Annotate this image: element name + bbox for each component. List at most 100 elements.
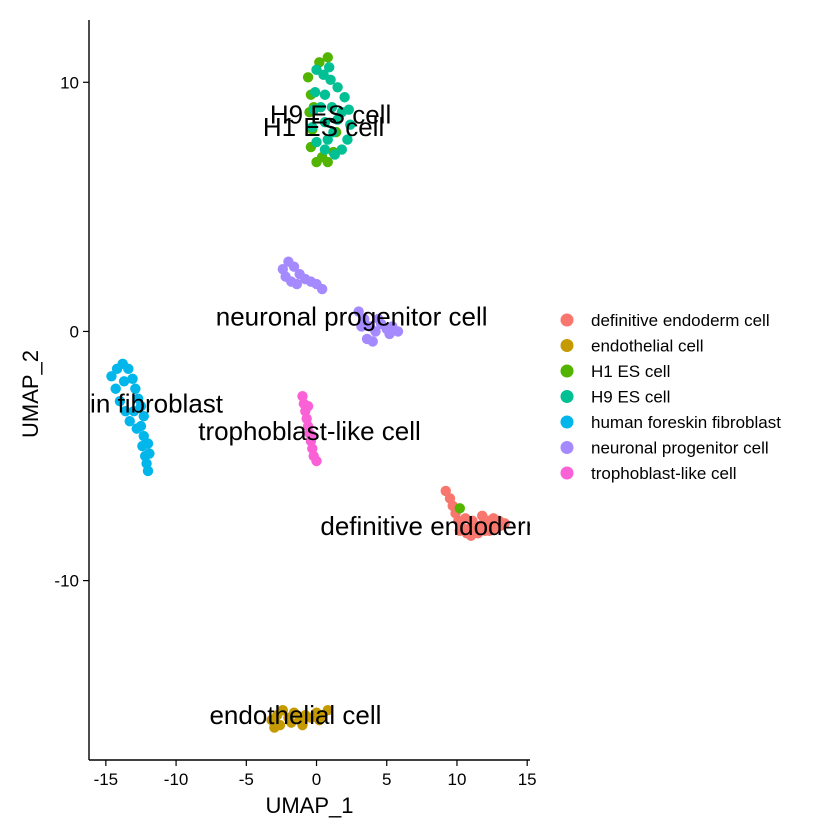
point-human-foreskin-fibroblast-18 (124, 415, 135, 427)
cluster-label-trophoblast-like-cell: trophoblast-like cell (198, 416, 421, 446)
point-neuronal-progenitor-cell-2 (288, 261, 300, 272)
x-tick-label-6: 15 (518, 770, 537, 789)
point-endothelial-cell-13 (297, 719, 308, 731)
point-h1-es-cell-0 (302, 72, 314, 83)
point-neuronal-progenitor-cell-7 (316, 283, 328, 295)
point-h9-es-cell-10 (319, 144, 331, 155)
cluster-label-human-foreskin-fibroblast: human foreskin fibroblast (0, 389, 224, 419)
point-human-foreskin-fibroblast-22 (128, 405, 140, 417)
point-h9-es-cell-16 (326, 102, 338, 113)
point-neuronal-progenitor-cell-11 (353, 306, 364, 317)
cluster-label-endothelial-cell: endothelial cell (209, 700, 381, 730)
point-endothelial-cell-4 (288, 707, 300, 718)
legend-label-neuronal-progenitor-cell: neuronal progenitor cell (591, 439, 769, 458)
point-human-foreskin-fibroblast-15 (110, 383, 121, 394)
point-human-foreskin-fibroblast-8 (138, 410, 149, 422)
point-endothelial-cell-10 (322, 704, 333, 716)
y-tick-label-2: -10 (54, 572, 79, 591)
y-tick-label-0: 10 (60, 73, 79, 92)
point-human-foreskin-fibroblast-16 (114, 396, 126, 407)
point-h9-es-cell-23 (322, 134, 333, 145)
x-tick-label-0: -15 (94, 770, 119, 789)
y-axis-ticks: 10 0 -10 (54, 73, 89, 591)
point-definitive-endoderm-cell-25 (484, 525, 495, 536)
legend-key-human-foreskin-fibroblast (560, 415, 574, 429)
cluster-label-definitive-endoderm-cell: definitive endoderm cell (320, 511, 593, 541)
legend-key-trophoblast-like-cell (560, 466, 574, 480)
point-h9-es-cell-14 (309, 87, 321, 98)
point-h1-es-cell-10 (322, 52, 333, 63)
legend-label-trophoblast-like-cell: trophoblast-like cell (591, 464, 737, 483)
point-h9-es-cell-4 (339, 92, 350, 103)
point-h9-es-cell-12 (307, 121, 318, 133)
legend-key-neuronal-progenitor-cell (560, 441, 574, 454)
legend: definitive endoderm cell endothelial cell… (560, 311, 781, 483)
point-h9-es-cell-9 (329, 149, 340, 160)
point-h9-es-cell-19 (319, 116, 331, 128)
legend-label-h1-es-cell: H1 ES cell (591, 362, 670, 381)
legend-key-definitive-endoderm-cell (560, 313, 574, 327)
cluster-labels-layer: definitive endoderm cell endothelial cell… (0, 100, 593, 730)
point-h9-es-cell-2 (325, 74, 336, 85)
y-tick-label-1: 0 (70, 322, 79, 341)
point-definitive-endoderm-cell-21 (493, 515, 505, 527)
cluster-label-neuronal-progenitor-cell: neuronal progenitor cell (216, 301, 488, 331)
legend-label-human-foreskin-fibroblast: human foreskin fibroblast (591, 413, 781, 432)
point-trophoblast-like-cell-10 (302, 400, 314, 412)
point-definitive-endoderm-cell-22 (454, 525, 465, 536)
point-human-foreskin-fibroblast-4 (127, 373, 138, 384)
points-layer (106, 52, 510, 733)
point-h1-es-cell-7 (322, 156, 333, 168)
point-h9-es-cell-15 (319, 89, 331, 100)
point-neuronal-progenitor-cell-14 (370, 326, 381, 337)
point-definitive-endoderm-cell-23 (464, 523, 475, 534)
legend-key-endothelial-cell (560, 339, 574, 352)
point-definitive-endoderm-cell-24 (477, 510, 488, 522)
point-human-foreskin-fibroblast-3 (123, 363, 134, 375)
point-h9-es-cell-3 (332, 82, 343, 93)
point-neuronal-progenitor-cell-23 (356, 321, 367, 332)
point-trophoblast-like-cell-11 (307, 430, 318, 442)
legend-label-endothelial-cell: endothelial cell (591, 337, 703, 356)
x-axis-title: UMAP_1 (265, 793, 353, 818)
point-endothelial-cell-12 (286, 717, 297, 728)
legend-key-h9-es-cell (560, 390, 574, 403)
point-human-foreskin-fibroblast-5 (130, 383, 141, 394)
cluster-label-h1-es-cell: H1 ES cell (263, 112, 384, 142)
legend-label-definitive-endoderm-cell: definitive endoderm cell (591, 311, 770, 330)
point-neuronal-progenitor-cell-10 (291, 278, 303, 290)
point-neuronal-progenitor-cell-18 (392, 326, 404, 337)
y-axis-title: UMAP_2 (18, 350, 43, 438)
point-h9-es-cell-22 (336, 106, 348, 118)
point-human-foreskin-fibroblast-23 (118, 376, 130, 387)
point-neuronal-progenitor-cell-22 (384, 328, 395, 340)
legend-key-h1-es-cell (560, 364, 574, 378)
point-h9-es-cell-18 (328, 126, 339, 138)
point-h1-es-cell-13 (454, 503, 465, 514)
x-tick-label-5: 10 (448, 770, 467, 789)
cluster-label-h9-es-cell: H9 ES cell (270, 100, 391, 130)
point-h9-es-cell-21 (323, 62, 335, 73)
point-endothelial-cell-2 (277, 704, 289, 716)
point-h9-es-cell-11 (311, 136, 322, 148)
point-endothelial-cell-15 (269, 722, 280, 733)
point-human-foreskin-fibroblast-14 (142, 465, 154, 477)
x-axis-ticks: -15 -10 -5 0 5 10 15 (94, 760, 537, 789)
point-human-foreskin-fibroblast-0 (106, 371, 117, 382)
x-tick-label-4: 5 (382, 770, 391, 789)
point-h9-es-cell-6 (345, 119, 356, 130)
x-tick-label-2: -5 (239, 770, 254, 789)
point-human-foreskin-fibroblast-17 (120, 405, 131, 417)
point-endothelial-cell-14 (314, 714, 325, 726)
point-h9-es-cell-7 (342, 134, 353, 145)
x-tick-label-1: -10 (164, 770, 189, 789)
point-human-foreskin-fibroblast-19 (131, 423, 142, 434)
x-tick-label-3: 0 (312, 770, 321, 789)
legend-label-h9-es-cell: H9 ES cell (591, 388, 670, 407)
point-trophoblast-like-cell-9 (311, 455, 322, 467)
point-human-foreskin-fibroblast-20 (137, 440, 148, 452)
point-neuronal-progenitor-cell-20 (367, 336, 378, 347)
point-human-foreskin-fibroblast-21 (139, 450, 151, 462)
point-h9-es-cell-20 (315, 102, 326, 113)
